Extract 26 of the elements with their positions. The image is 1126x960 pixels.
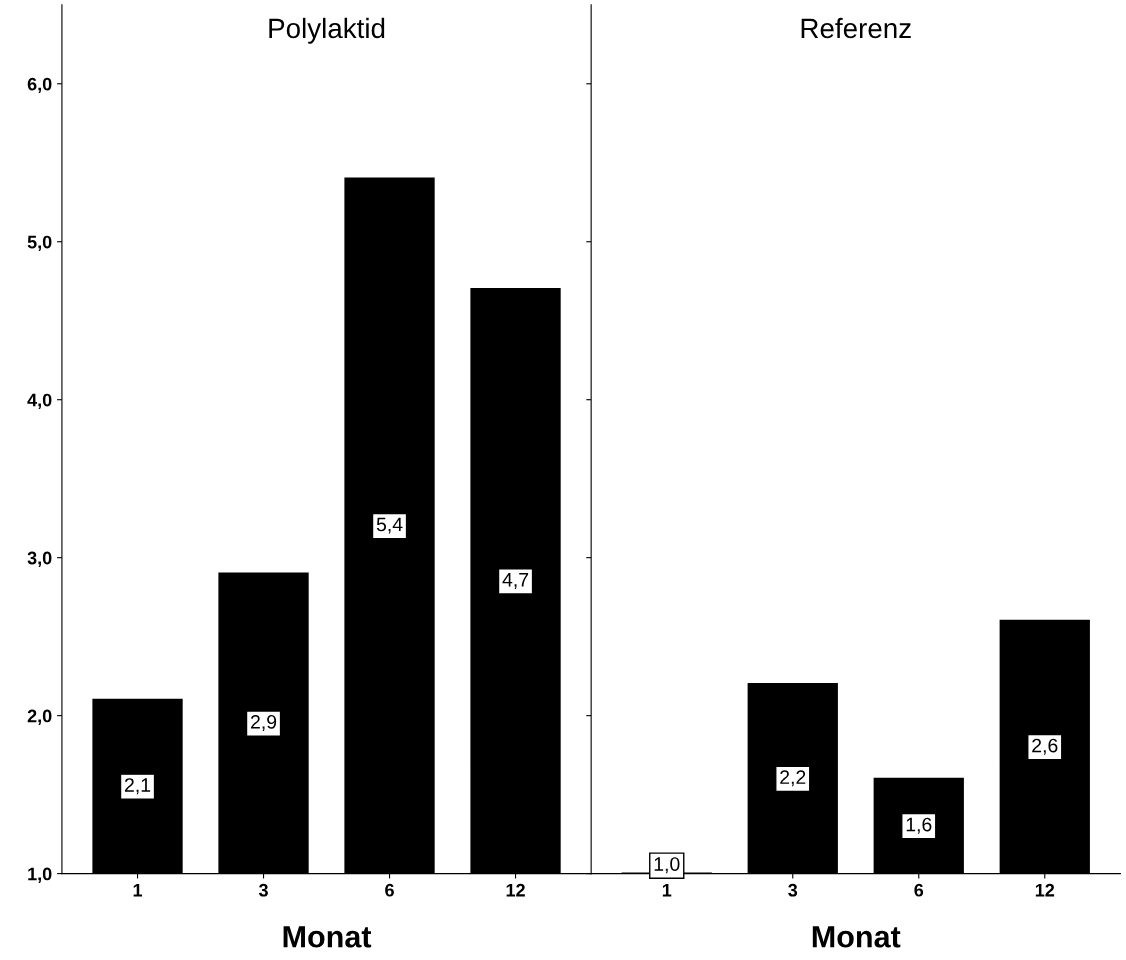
x-tick-label: 1	[662, 883, 672, 897]
x-tick-label: 6	[385, 883, 394, 897]
x-tick-label: 6	[914, 883, 924, 897]
x-tick-label: 1	[133, 883, 143, 897]
data-label: 2,2	[780, 770, 806, 787]
data-label: 1,0	[654, 857, 680, 874]
x-tick-label: 3	[258, 883, 268, 897]
y-tick-label: 6,0	[27, 77, 52, 94]
data-label: 5,4	[376, 517, 403, 534]
y-tick-label: 4,0	[27, 393, 52, 410]
data-label: 1,6	[906, 817, 932, 834]
y-tick-label: 3,0	[27, 551, 52, 568]
chart-title: Referenz	[801, 17, 911, 39]
x-axis-title: Monat	[812, 926, 901, 948]
x-tick-label: 3	[788, 883, 798, 897]
y-tick-label: 1,0	[28, 867, 52, 883]
data-label: 2,6	[1032, 738, 1058, 755]
y-tick-label: 5,0	[27, 235, 52, 252]
y-tick-label: 2,0	[27, 709, 52, 725]
x-tick-label: 12	[1035, 883, 1055, 897]
x-axis-title: Monat	[283, 926, 372, 948]
x-tick-label: 12	[506, 883, 525, 897]
data-label: 2,1	[125, 778, 151, 795]
data-label: 2,9	[251, 714, 277, 732]
data-label: 4,7	[502, 573, 529, 589]
chart-title: Polylaktid	[269, 17, 385, 44]
